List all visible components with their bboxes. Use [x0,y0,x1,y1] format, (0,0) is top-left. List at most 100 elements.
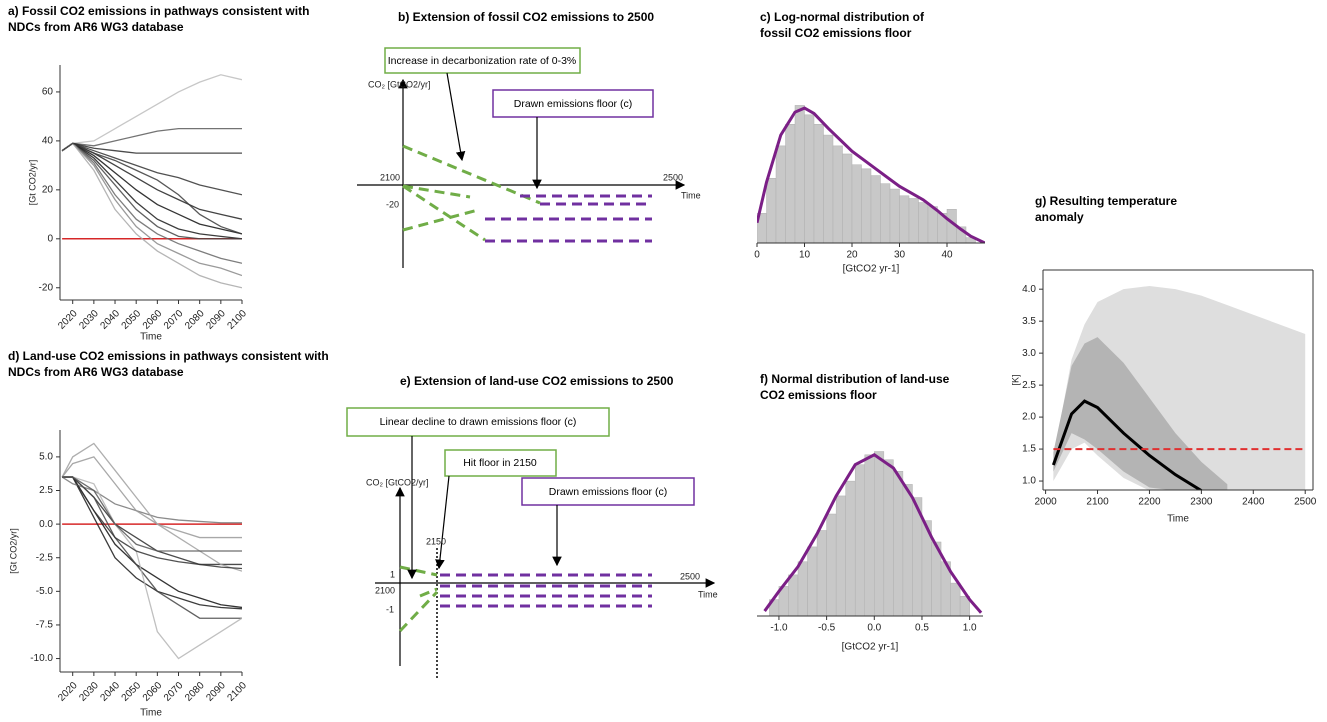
label: 2150 [426,536,446,546]
y-tick-label: 0.0 [39,519,53,530]
kde-line [763,453,983,614]
line [61,142,242,235]
line [61,142,242,154]
bar [785,124,796,243]
bar [864,454,875,616]
plot-area [757,105,985,243]
bar [835,495,846,616]
chart-title: anomaly [1035,210,1084,224]
bar [832,145,843,243]
bar [874,451,885,616]
x-tick-label: 2050 [120,680,144,704]
annotation: Drawn emissions floor (c) [549,486,667,498]
line [61,476,242,524]
line [61,142,242,235]
y-tick-label: -7.5 [36,620,54,631]
bar [788,574,799,616]
bar [775,145,786,243]
bar [797,561,808,616]
x-tick-label: 2080 [183,308,207,332]
line [61,74,242,152]
bar [893,471,904,616]
annotation-box [346,407,610,437]
y-tick-label: 1.5 [1022,444,1036,455]
line [1051,399,1203,490]
purple-dash [485,194,652,243]
x-tick-label: 2060 [141,308,165,332]
x-tick-label: 2080 [183,680,207,704]
annotation: Linear decline to drawn emissions floor … [380,416,577,428]
chart-title: NDCs from AR6 WG3 database [8,20,184,34]
x-tick-label: 2400 [1242,497,1265,508]
y-tick-label: 60 [42,87,54,98]
bar [845,480,856,616]
chart-title: fossil CO2 emissions floor [760,26,912,40]
annotation-box [444,449,557,477]
x-tick-label: 2090 [204,680,228,704]
y-axis-label: [Gt CO2/yr] [27,160,37,206]
bar [851,164,862,243]
x-axis-label: [GtCO2 yr-1] [843,264,900,275]
label: 2100 [380,172,400,182]
y-tick-label: 3.0 [1022,348,1036,359]
x-tick-label: 2020 [56,680,80,704]
bar [826,513,837,616]
y-axis-label: [K] [1010,374,1020,385]
chart-title: d) Land-use CO2 emissions in pathways co… [8,349,329,363]
plot-area [1051,285,1306,490]
plot-area [61,74,242,289]
panel: d) Land-use CO2 emissions in pathways co… [8,349,329,718]
y-tick-label: 5.0 [39,452,53,463]
y-tick-label: -10.0 [30,653,53,664]
line [61,142,242,277]
label: 2100 [375,585,395,595]
plot-area [61,442,242,660]
bar [804,114,815,243]
x-axis-label: Time [140,708,162,719]
bar [950,582,961,616]
bar [889,188,900,243]
bar [861,168,872,243]
label: Time [681,190,701,200]
x-tick-label: -0.5 [818,623,836,634]
x-tick-label: 2300 [1190,497,1213,508]
bar [880,183,891,243]
chart-title: c) Log-normal distribution of [760,10,925,24]
x-tick-label: 2090 [204,308,228,332]
diagram-e: e) Extension of land-use CO2 emissions t… [346,374,718,680]
green-dash [398,565,439,633]
label: -1 [386,604,394,614]
x-tick-label: 2030 [77,680,101,704]
y-tick-label: 4.0 [1022,284,1036,295]
arrow [446,72,466,162]
diagram-title: b) Extension of fossil CO2 emissions to … [398,10,654,24]
y-tick-label: -2.5 [36,552,54,563]
bar [918,202,929,243]
bar [854,464,866,616]
bar [766,177,777,243]
x-tick-label: 2040 [99,308,123,332]
bar [794,105,805,243]
x-axis-label: [GtCO2 yr-1] [842,642,899,653]
line [61,142,242,240]
bar [902,484,913,616]
x-tick-label: 2200 [1138,497,1161,508]
bar [813,124,824,243]
diagram-b: b) Extension of fossil CO2 emissions to … [357,10,701,268]
chart-title: NDCs from AR6 WG3 database [8,365,184,379]
x-tick-label: 2040 [99,680,123,704]
x-tick-label: 10 [799,250,811,261]
green-dash [402,144,541,242]
x-tick-label: 0.5 [915,623,929,634]
line [61,142,242,264]
x-tick-label: 30 [894,250,906,261]
y-tick-label: 2.5 [39,485,53,496]
x-tick-label: 2060 [141,680,165,704]
axis-label: CO₂ [GtCO2/yr] [366,477,429,487]
bar [807,546,818,616]
annotation: Hit floor in 2150 [463,457,537,469]
x-tick-label: 2020 [56,308,80,332]
y-axis-label: [Gt CO2/yr] [8,528,18,574]
line [61,127,242,152]
